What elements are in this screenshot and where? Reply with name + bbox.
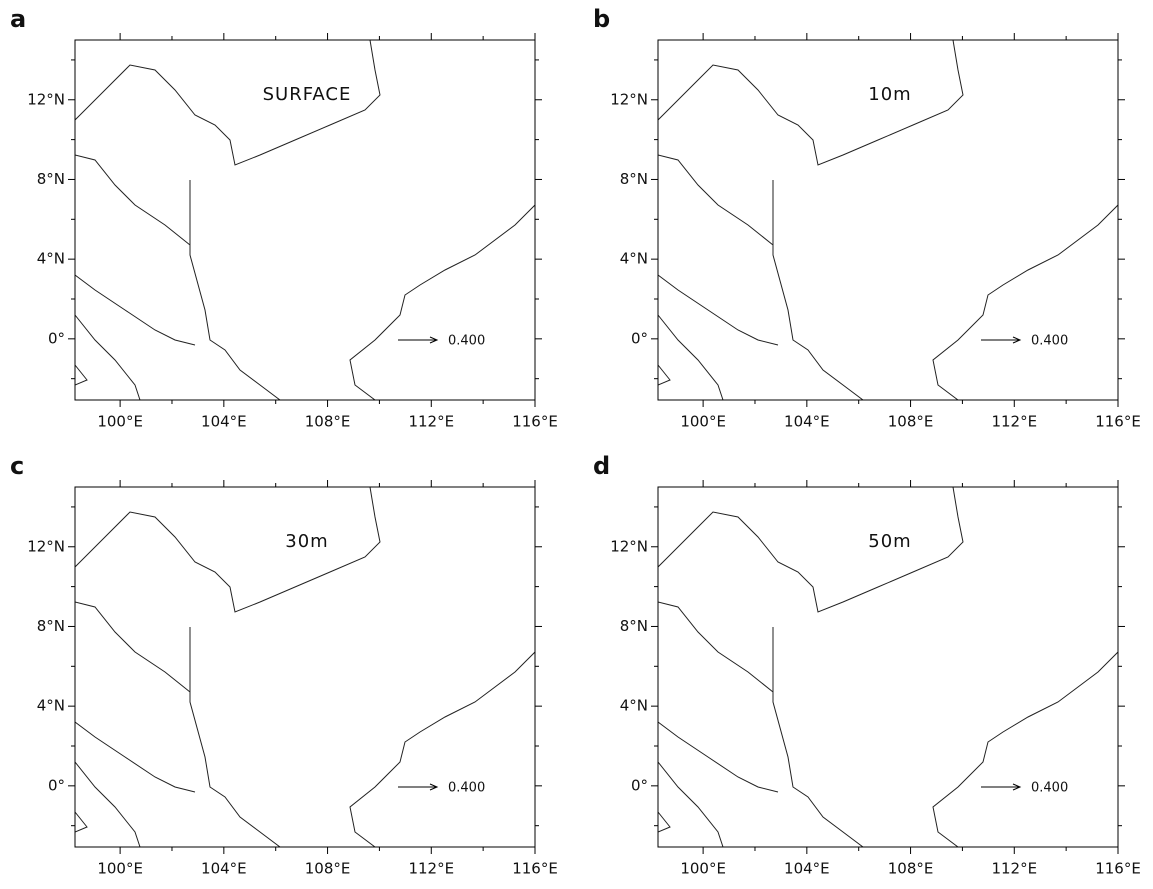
y-tick-label: 12°N — [610, 90, 648, 108]
plot-frame — [74, 486, 536, 848]
panel-label: b — [593, 5, 610, 33]
x-tick-label: 112°E — [991, 860, 1037, 878]
reference-arrow-head — [1012, 336, 1022, 344]
panel-label: c — [10, 452, 24, 480]
reference-label: 0.400 — [448, 334, 485, 349]
panel-label: d — [593, 452, 610, 480]
panel: 100°E 104°E 108°E 112°E 116°E 0° 4°N 8°N 12°N c 30… — [10, 452, 558, 878]
y-tick-label: 0° — [631, 776, 648, 794]
x-tick-label: 112°E — [408, 413, 454, 431]
plot-frame — [657, 39, 1119, 401]
plot-frame — [657, 486, 1119, 848]
panel-label: a — [10, 5, 26, 33]
y-tick-label: 8°N — [37, 617, 65, 635]
x-tick-label: 116°E — [512, 413, 558, 431]
x-tick-label: 108°E — [888, 860, 934, 878]
x-tick-label: 116°E — [1095, 413, 1141, 431]
x-tick-label: 108°E — [888, 413, 934, 431]
reference-label: 0.400 — [1031, 781, 1068, 796]
y-tick-label: 0° — [48, 329, 65, 347]
y-tick-label: 4°N — [620, 697, 648, 715]
depth-label: 30m — [285, 531, 328, 552]
depth-label: 10m — [868, 84, 911, 105]
x-tick-label: 112°E — [408, 860, 454, 878]
y-tick-label: 4°N — [37, 697, 65, 715]
reference-label: 0.400 — [1031, 334, 1068, 349]
plot-frame — [74, 39, 536, 401]
x-tick-label: 100°E — [97, 413, 143, 431]
y-tick-label: 8°N — [620, 617, 648, 635]
y-tick-label: 12°N — [27, 90, 65, 108]
y-tick-label: 8°N — [37, 170, 65, 188]
y-tick-label: 12°N — [610, 537, 648, 555]
x-tick-label: 112°E — [991, 413, 1037, 431]
x-tick-label: 100°E — [680, 860, 726, 878]
x-tick-label: 108°E — [305, 413, 351, 431]
panel: 100°E 104°E 108°E 112°E 116°E 0° 4°N 8°N 12°N b 10… — [593, 5, 1141, 431]
reference-arrow-head — [429, 783, 439, 791]
x-tick-label: 104°E — [201, 413, 247, 431]
x-tick-label: 116°E — [512, 860, 558, 878]
panel: 100°E 104°E 108°E 112°E 116°E 0° 4°N 8°N 12°N d 50… — [593, 452, 1141, 878]
reference-arrow-head — [1012, 783, 1022, 791]
x-tick-label: 100°E — [97, 860, 143, 878]
x-tick-label: 100°E — [680, 413, 726, 431]
x-tick-label: 104°E — [201, 860, 247, 878]
y-tick-label: 4°N — [37, 250, 65, 268]
y-tick-label: 0° — [631, 329, 648, 347]
y-tick-label: 12°N — [27, 537, 65, 555]
panel: 100°E 104°E 108°E 112°E 116°E 0° 4°N 8°N 12°N a SU… — [10, 5, 558, 431]
depth-label: SURFACE — [263, 84, 352, 105]
x-tick-label: 104°E — [784, 860, 830, 878]
x-tick-label: 116°E — [1095, 860, 1141, 878]
y-tick-label: 8°N — [620, 170, 648, 188]
x-tick-label: 104°E — [784, 413, 830, 431]
depth-label: 50m — [868, 531, 911, 552]
y-tick-label: 4°N — [620, 250, 648, 268]
reference-arrow-head — [429, 336, 439, 344]
reference-label: 0.400 — [448, 781, 485, 796]
x-tick-label: 108°E — [305, 860, 351, 878]
y-tick-label: 0° — [48, 776, 65, 794]
